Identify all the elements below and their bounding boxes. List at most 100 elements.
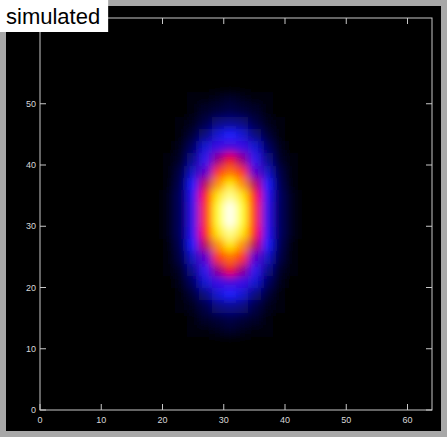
heatmap-cell (261, 165, 274, 178)
heatmap-cell (187, 288, 200, 301)
heatmap-cell (248, 324, 261, 337)
heatmap-cell (199, 92, 212, 105)
heatmap-cell (163, 177, 176, 190)
heatmap-cell (199, 300, 212, 313)
heatmap-cell (163, 300, 176, 313)
heatmap-cell (212, 251, 225, 264)
heatmap-cell (285, 300, 298, 313)
x-tick-label: 0 (37, 415, 42, 425)
heatmap-cell (212, 177, 225, 190)
title-box (0, 0, 108, 32)
heatmap-cell (212, 116, 225, 129)
heatmap-cell (175, 312, 188, 325)
y-tick (40, 287, 46, 288)
heatmap-cell (248, 104, 261, 117)
heatmap-cell (212, 275, 225, 288)
y-tick (40, 348, 46, 349)
heatmap-cell (273, 128, 286, 141)
heatmap-cell (248, 202, 261, 215)
heatmap-cell (199, 177, 212, 190)
heatmap-cell (175, 92, 188, 105)
heatmap-cell (248, 92, 261, 105)
y-tick-label: 50 (26, 99, 36, 109)
x-tick (162, 404, 163, 410)
heatmap-cell (236, 263, 249, 276)
heatmap-cell (163, 104, 176, 117)
heatmap-cell (175, 177, 188, 190)
heatmap-cell (285, 116, 298, 129)
heatmap-cell (199, 153, 212, 166)
heatmap-cell (175, 202, 188, 215)
heatmap-cell (285, 324, 298, 337)
heatmap-cell (285, 263, 298, 276)
heatmap-cell (261, 214, 274, 227)
heatmap-cell (175, 141, 188, 154)
heatmap-cell (187, 312, 200, 325)
heatmap-cell (187, 275, 200, 288)
heatmap-cell (248, 177, 261, 190)
heatmap-cell (236, 177, 249, 190)
y-tick-right (426, 103, 432, 104)
heatmap-cell (285, 202, 298, 215)
heatmap-cell (261, 324, 274, 337)
heatmap-cell (212, 190, 225, 203)
heatmap-cell (236, 324, 249, 337)
heatmap-cell (236, 141, 249, 154)
heatmap-cell (273, 177, 286, 190)
heatmap-cell (187, 239, 200, 252)
heatmap-cell (224, 214, 237, 227)
heatmap-cell (187, 202, 200, 215)
heatmap-cell (285, 177, 298, 190)
plot-frame (40, 18, 432, 410)
heatmap-cell (163, 239, 176, 252)
heatmap-cell (248, 190, 261, 203)
y-tick-label: 30 (26, 221, 36, 231)
heatmap-cell (261, 104, 274, 117)
heatmap-cell (261, 92, 274, 105)
x-tick (346, 404, 347, 410)
heatmap-cell (199, 288, 212, 301)
heatmap-cell (175, 275, 188, 288)
heatmap-cell (285, 104, 298, 117)
x-tick-top (162, 18, 163, 24)
heatmap-cell (261, 177, 274, 190)
chart: 010203040506001020304050simulated (0, 0, 447, 437)
heatmap-cell (175, 288, 188, 301)
heatmap-cell (163, 92, 176, 105)
heatmap-cell (187, 251, 200, 264)
heatmap-cell (261, 251, 274, 264)
heatmap-cell (163, 153, 176, 166)
heatmap-cell (273, 214, 286, 227)
y-tick-right (426, 348, 432, 349)
x-tick-label: 20 (157, 415, 167, 425)
heatmap-cell (187, 153, 200, 166)
heatmap-cell (187, 226, 200, 239)
heatmap-cell (236, 226, 249, 239)
heatmap-cell (224, 153, 237, 166)
heatmap-cell (261, 226, 274, 239)
heatmap-cell (224, 104, 237, 117)
heatmap-cell (212, 288, 225, 301)
y-tick (40, 226, 46, 227)
heatmap-cell (163, 251, 176, 264)
heatmap-cell (199, 104, 212, 117)
heatmap-cell (175, 300, 188, 313)
heatmap-cell (212, 128, 225, 141)
heatmap-cell (261, 141, 274, 154)
plot-area (163, 92, 298, 338)
y-tick-right (426, 287, 432, 288)
heatmap-cell (236, 300, 249, 313)
heatmap-cell (273, 141, 286, 154)
heatmap-cell (187, 165, 200, 178)
heatmap-cell (224, 300, 237, 313)
heatmap-cell (285, 92, 298, 105)
heatmap-cell (187, 214, 200, 227)
heatmap-cell (285, 312, 298, 325)
heatmap-cell (273, 288, 286, 301)
heatmap-cell (236, 288, 249, 301)
heatmap-cell (236, 128, 249, 141)
heatmap-cell (199, 190, 212, 203)
heatmap-cell (273, 104, 286, 117)
heatmap-cell (199, 128, 212, 141)
title: simulated (6, 4, 100, 29)
